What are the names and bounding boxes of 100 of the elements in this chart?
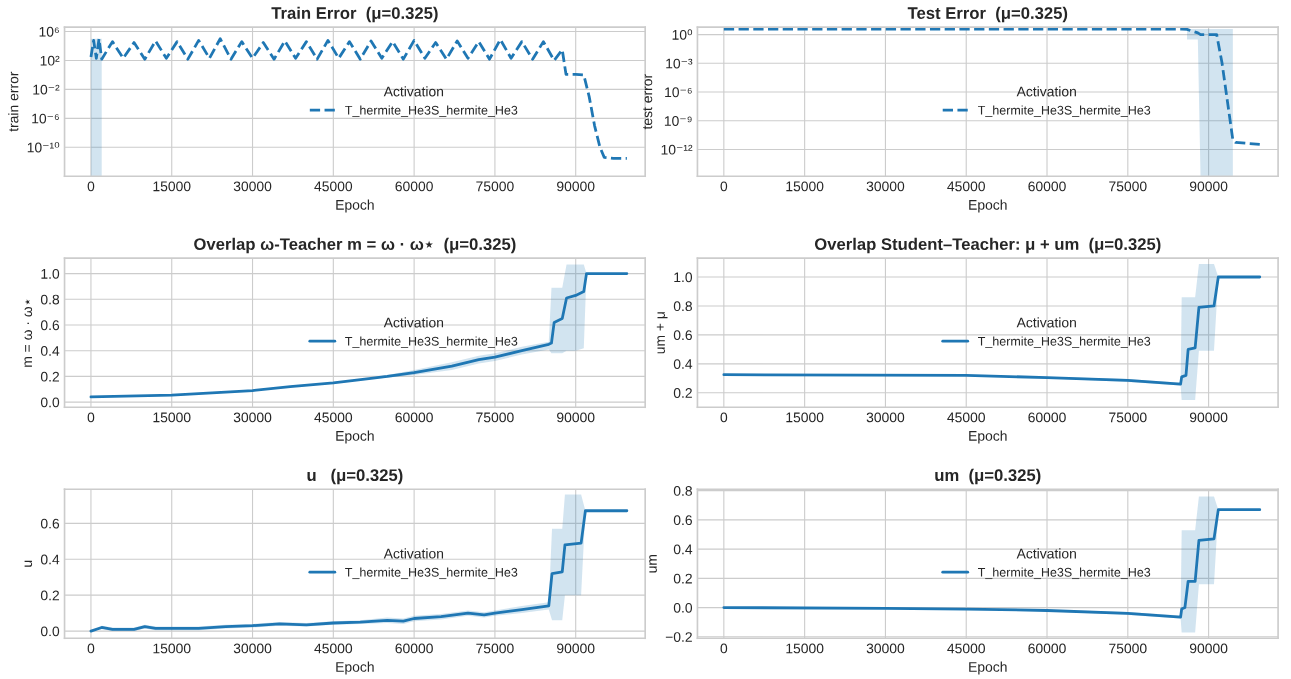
y-tick-label: 0.2 [40, 590, 59, 601]
chart-title: um (μ=0.325) [935, 468, 1041, 485]
y-tick-label: 10⁻¹⁰ [27, 141, 60, 153]
legend-label: T_hermite_He3S_hermite_He3 [978, 567, 1151, 580]
x-tick-label: 60000 [1028, 412, 1066, 423]
y-tick-label: −0.2 [665, 632, 692, 642]
x-tick-label: 45000 [947, 412, 985, 423]
chart-title: Overlap ω-Teacher m = ω · ω⋆ (μ=0.325) [194, 237, 516, 254]
x-tick-label: 30000 [233, 181, 272, 192]
x-tick-label: 90000 [1189, 643, 1228, 654]
x-tick-label: 75000 [1109, 181, 1147, 192]
y-tick-label: 10² [40, 55, 60, 66]
x-axis-title: Epoch [336, 430, 374, 444]
y-tick-label: 0.0 [40, 626, 60, 637]
x-tick-label: 60000 [395, 412, 433, 423]
y-tick-label: 0.6 [40, 518, 60, 529]
x-tick-label: 75000 [1109, 643, 1147, 654]
x-tick-label: 15000 [153, 412, 191, 423]
x-tick-label: 60000 [1028, 181, 1066, 192]
y-tick-label: 1.0 [674, 272, 693, 283]
legend-title: Activation [383, 86, 444, 97]
x-tick-label: 90000 [1189, 181, 1228, 192]
y-tick-label: 10⁻¹² [661, 144, 693, 155]
line-series [722, 275, 1262, 386]
x-tick-label: 0 [720, 643, 728, 654]
line-series [722, 27, 1262, 146]
x-tick-label: 45000 [947, 643, 985, 654]
x-tick-label: 90000 [557, 412, 595, 423]
y-tick-label: 0.8 [40, 294, 60, 305]
y-axis-title: u [24, 560, 33, 567]
x-axis-title: Epoch [969, 199, 1007, 213]
legend-label: T_hermite_He3S_hermite_He3 [978, 336, 1151, 349]
legend-label: T_hermite_He3S_hermite_He3 [345, 105, 518, 117]
y-tick-label: 10⁻⁹ [664, 116, 692, 126]
y-tick-label: 0.4 [673, 544, 693, 555]
x-tick-label: 90000 [557, 181, 595, 192]
x-axis-title: Epoch [969, 430, 1007, 444]
x-tick-label: 90000 [1189, 412, 1228, 423]
x-tick-label: 75000 [1109, 412, 1147, 423]
x-tick-label: 30000 [866, 643, 905, 654]
y-tick-label: 0.8 [673, 486, 692, 496]
y-tick-label: 0.4 [673, 359, 693, 369]
y-tick-label: 0.2 [673, 388, 692, 398]
legend-title: Activation [1016, 86, 1076, 97]
x-tick-label: 15000 [153, 643, 191, 654]
x-tick-label: 15000 [153, 181, 191, 192]
x-tick-label: 15000 [786, 181, 824, 192]
x-tick-label: 60000 [1028, 643, 1066, 654]
x-tick-label: 15000 [786, 412, 824, 423]
x-tick-label: 0 [720, 412, 728, 423]
x-tick-label: 45000 [314, 643, 353, 654]
chart-title: Train Error (μ=0.325) [271, 6, 438, 23]
y-tick-label: 0.2 [673, 573, 692, 584]
chart-title: Overlap Student–Teacher: μ + um (μ=0.325) [814, 237, 1161, 254]
y-tick-label: 0.4 [40, 554, 60, 565]
y-tick-label: 0.6 [40, 320, 60, 331]
y-tick-label: 0.4 [40, 346, 60, 356]
legend-label: T_hermite_He3S_hermite_He3 [978, 105, 1151, 117]
legend-title: Activation [383, 317, 444, 328]
y-tick-label: 10⁶ [39, 26, 59, 37]
x-tick-label: 30000 [233, 412, 272, 423]
legend-title: Activation [383, 548, 444, 559]
x-axis-title: Epoch [336, 661, 374, 675]
y-tick-label: 0.2 [40, 371, 59, 382]
x-tick-label: 30000 [233, 643, 272, 654]
x-tick-label: 45000 [314, 181, 353, 192]
x-tick-label: 0 [87, 181, 95, 192]
y-axis-title: um [649, 555, 657, 573]
x-tick-label: 60000 [395, 643, 433, 654]
y-tick-label: 10⁰ [672, 29, 693, 40]
y-tick-label: 1.0 [41, 268, 60, 279]
x-tick-label: 30000 [866, 181, 905, 192]
y-tick-label: 0.0 [40, 397, 60, 408]
x-tick-label: 45000 [947, 181, 985, 192]
x-tick-label: 75000 [476, 181, 514, 192]
x-tick-label: 75000 [476, 412, 514, 423]
chart-title: Test Error (μ=0.325) [907, 6, 1068, 23]
y-tick-label: 0.6 [673, 330, 692, 341]
x-tick-label: 45000 [314, 412, 353, 423]
x-axis-title: Epoch [969, 661, 1007, 675]
legend-label: T_hermite_He3S_hermite_He3 [345, 567, 518, 580]
x-tick-label: 30000 [866, 412, 905, 423]
y-axis-title: um + μ [656, 312, 668, 354]
x-tick-label: 75000 [476, 643, 514, 654]
line-series [722, 508, 1262, 619]
legend-label: T_hermite_He3S_hermite_He3 [345, 336, 518, 349]
y-axis-title: m = ω · ω⋆ [24, 299, 33, 367]
line-series [89, 37, 629, 160]
y-tick-label: 10⁻⁶ [32, 113, 59, 124]
x-axis-title: Epoch [336, 199, 374, 213]
y-tick-label: 0.8 [673, 301, 692, 312]
y-axis-title: train error [8, 71, 19, 132]
y-tick-label: 0.6 [673, 515, 692, 526]
x-tick-label: 60000 [395, 181, 433, 192]
y-tick-label: 0.0 [673, 602, 693, 613]
x-tick-label: 0 [87, 643, 95, 654]
y-tick-label: 10⁻³ [666, 58, 693, 69]
y-tick-label: 10⁻² [33, 84, 60, 95]
x-tick-label: 15000 [786, 643, 824, 654]
x-tick-label: 90000 [557, 643, 595, 654]
